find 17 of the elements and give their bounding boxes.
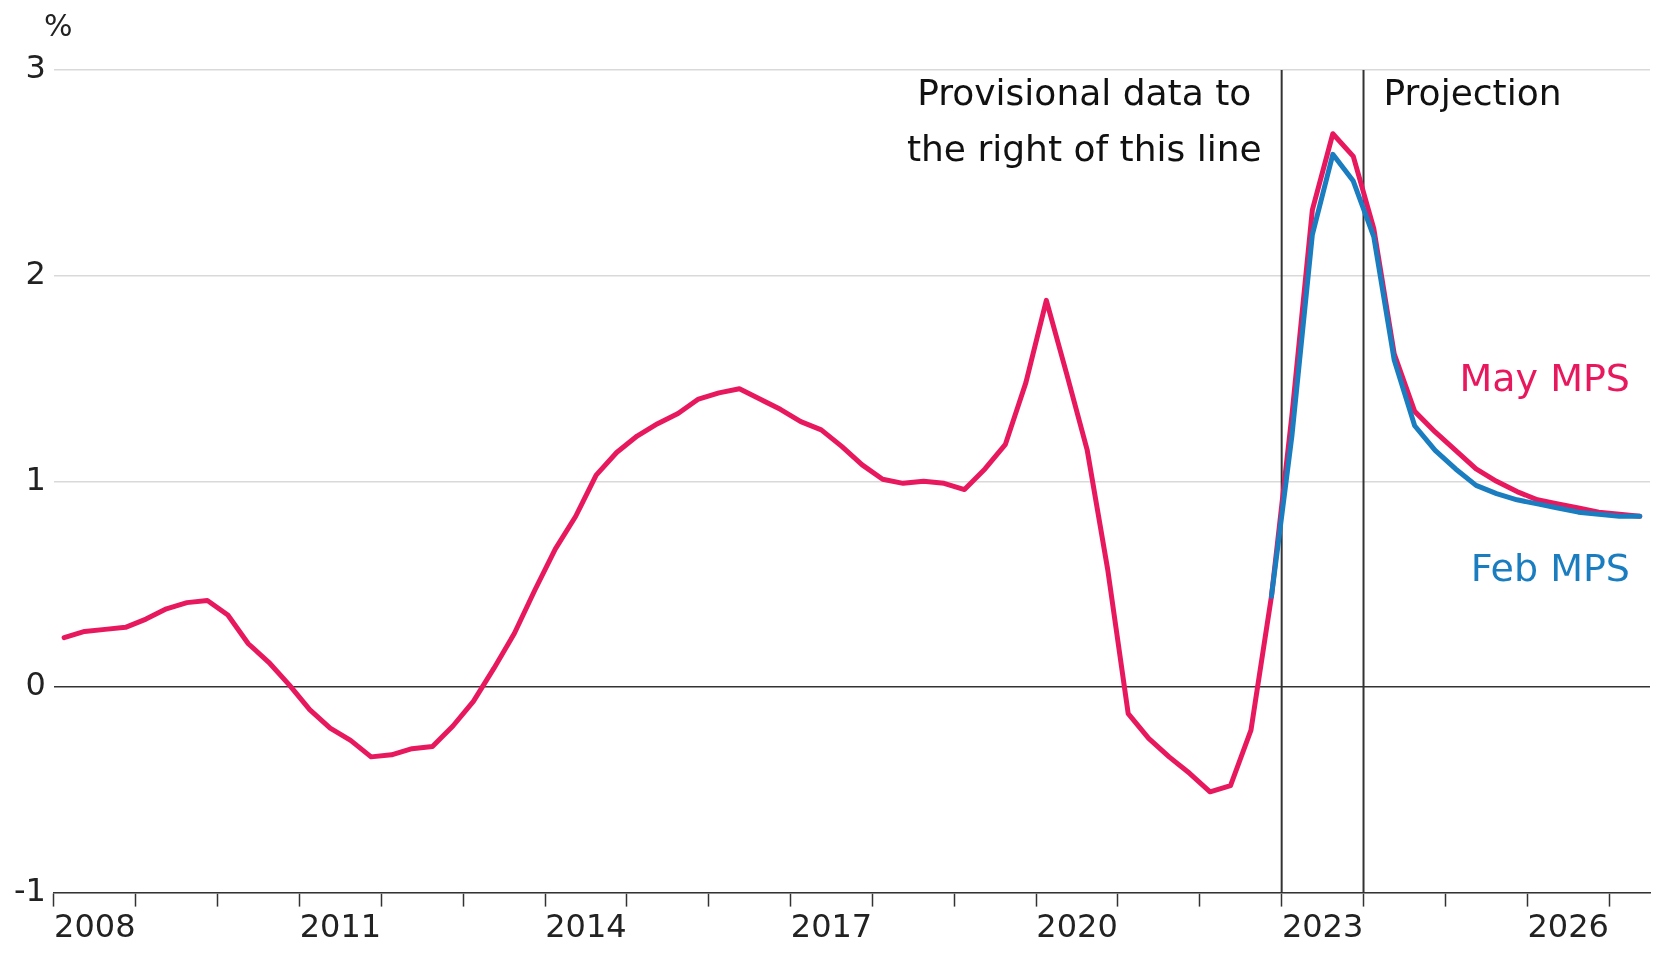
- x-tick-label: 2023: [1281, 907, 1364, 946]
- y-tick-label: 2: [25, 253, 46, 292]
- x-tick-label: 2014: [545, 907, 627, 946]
- ref-line-label: Projection: [1383, 72, 1562, 114]
- x-tick-label: 2026: [1527, 907, 1609, 946]
- x-tick-label: 2017: [790, 907, 873, 946]
- x-tick-label: 2011: [299, 907, 382, 946]
- y-tick-label: 0: [25, 665, 46, 704]
- ref-line-label: Provisional data to the right of this line: [906, 72, 1262, 170]
- y-tick-label: 3: [25, 48, 46, 87]
- y-tick-label: -1: [14, 870, 46, 909]
- series-label: Feb MPS: [1470, 546, 1630, 591]
- y-axis-title: %: [44, 8, 73, 43]
- x-tick-label: 2008: [54, 907, 136, 946]
- series-label: May MPS: [1459, 356, 1630, 401]
- x-tick-label: 2020: [1036, 907, 1118, 946]
- y-tick-label: 1: [25, 459, 46, 498]
